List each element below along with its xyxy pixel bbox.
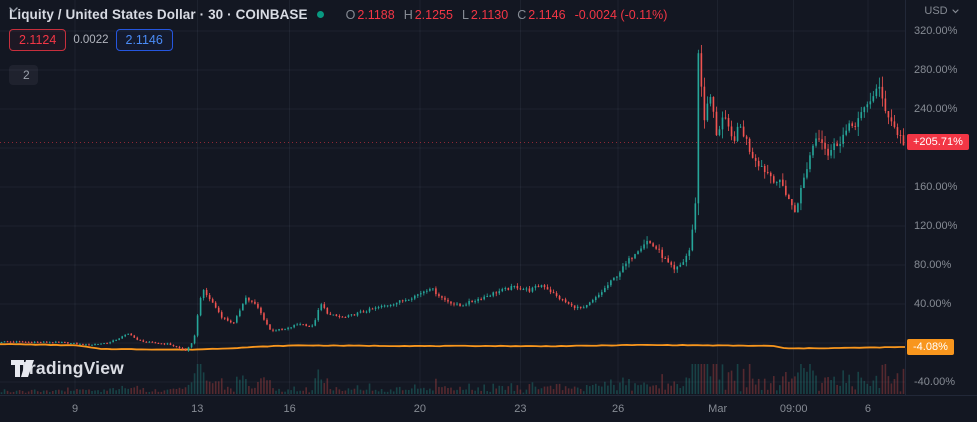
open-label: O xyxy=(345,7,356,22)
tradingview-logo[interactable]: TradingView xyxy=(10,358,124,379)
comparison-price-badge: -4.08% xyxy=(907,339,954,355)
buy-sell-row: 2.1124 0.0022 2.1146 xyxy=(9,29,667,51)
high-label: H xyxy=(403,7,413,22)
chart-area[interactable]: Liquity / United States Dollar · 30 · CO… xyxy=(0,0,905,395)
time-axis-label: 13 xyxy=(191,403,204,415)
time-axis-label: 6 xyxy=(864,403,871,415)
legend-row: 2 xyxy=(9,7,667,85)
price-axis-label: 240.00% xyxy=(914,103,958,115)
price-axis-label: 120.00% xyxy=(914,220,958,233)
price-axis-label: -40.00% xyxy=(914,376,955,389)
legend-collapse-button[interactable]: 2 xyxy=(9,7,38,85)
time-axis-label: 9 xyxy=(72,403,79,415)
time-axis-label: 26 xyxy=(611,403,625,415)
time-axis-label: 16 xyxy=(283,403,296,415)
price-axis-label: 320.00% xyxy=(914,25,958,37)
last-price-badge: +205.71% xyxy=(907,134,969,151)
chevron-down-icon xyxy=(952,8,959,14)
open-value: 2.1188 xyxy=(357,7,395,22)
market-status-icon xyxy=(316,11,324,18)
price-axis-label: 160.00% xyxy=(914,181,958,194)
symbol-title[interactable]: Liquity / United States Dollar · 30 · CO… xyxy=(9,7,308,22)
tradingview-logo-text: TradingView xyxy=(19,358,124,378)
candlestick-chart[interactable] xyxy=(0,0,905,395)
currency-selector[interactable]: USD xyxy=(906,5,977,17)
price-axis[interactable]: USD 320.00% 280.00% 240.00% 160.00% 120.00% 8… xyxy=(905,0,977,395)
high-value: 2.1255 xyxy=(414,7,453,22)
low-value: 2.1130 xyxy=(470,7,509,22)
close-value: 2.1146 xyxy=(528,7,566,22)
sell-price-button[interactable]: 2.1124 xyxy=(9,29,67,51)
low-label: L xyxy=(461,7,469,22)
currency-label: USD xyxy=(924,5,948,17)
time-axis-label: 20 xyxy=(413,403,427,415)
time-axis-label: Mar xyxy=(708,403,728,415)
price-axis-label: 280.00% xyxy=(914,64,958,76)
ohlc-values: O 2.1188 H 2.1255 L 2.1130 C 2.1146 -0.0024 … xyxy=(330,8,668,22)
time-axis-label: 23 xyxy=(514,403,527,415)
time-axis[interactable]: 9 13 16 20 23 26 Mar 09:00 6 xyxy=(0,395,977,422)
price-axis-label: 80.00% xyxy=(914,259,952,272)
buy-price-button[interactable]: 2.1146 xyxy=(115,29,173,51)
spread-value: 0.0022 xyxy=(73,34,109,46)
chart-header: Liquity / United States Dollar · 30 · CO… xyxy=(9,7,667,85)
symbol-title-row: Liquity / United States Dollar · 30 · CO… xyxy=(9,7,667,22)
price-axis-label: 40.00% xyxy=(914,298,952,311)
close-label: C xyxy=(517,7,527,22)
change-value: -0.0024 (-0.11%) xyxy=(574,7,668,22)
hidden-indicator-count: 2 xyxy=(23,68,30,82)
time-axis-label: 09:00 xyxy=(779,403,808,415)
